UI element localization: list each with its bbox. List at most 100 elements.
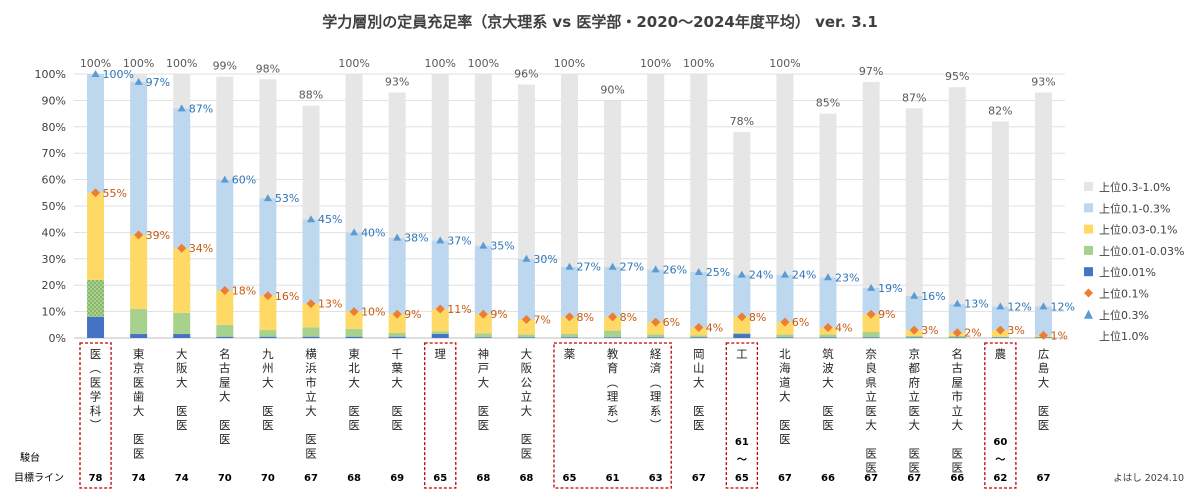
x-axis-label: 医︵医学科︶	[90, 347, 102, 432]
top-0-3-marker	[393, 233, 402, 241]
x-axis-label: 大阪大 医医	[176, 347, 188, 432]
y-tick-label: 70%	[42, 147, 66, 160]
bar-segment	[130, 81, 148, 236]
bar-segment	[259, 198, 277, 296]
bar-segment	[345, 336, 363, 338]
top-0-3-data-label: 16%	[921, 290, 945, 303]
x-axis-label: 教育︵理系︶	[607, 347, 619, 432]
target-line-value: 74	[175, 473, 189, 484]
bar-segment	[173, 108, 191, 249]
legend-swatch	[1084, 224, 1093, 234]
y-tick-label: 80%	[42, 121, 66, 134]
target-line-value: 63	[649, 473, 663, 484]
bar-segment	[87, 316, 105, 338]
range-tilde: 〜	[995, 455, 1005, 466]
top-0-3-data-label: 30%	[533, 253, 557, 266]
legend: 上位0.3-1.0% 上位0.1-0.3% 上位0.03-0.1% 上位0.01-0.…	[1084, 180, 1184, 343]
top-0-1-marker	[866, 309, 876, 319]
range-low-value: 61	[735, 437, 749, 448]
bar-total-label: 88%	[299, 89, 323, 102]
top-0-1-marker	[177, 243, 187, 253]
bar-segment	[862, 331, 880, 338]
x-axis-label: 奈良県立医大 医医	[865, 347, 877, 475]
bar-segment	[776, 337, 794, 338]
bar-segment	[819, 334, 837, 338]
x-axis-label: 工	[736, 347, 748, 361]
bar-total-label: 100%	[769, 57, 800, 70]
top-0-1-marker	[780, 317, 790, 327]
y-tick-label: 0%	[49, 332, 66, 345]
target-line-value: 68	[347, 473, 361, 484]
top-0-3-marker	[651, 265, 660, 273]
x-axis-label: 九州大 医医	[262, 347, 274, 432]
bar-segment	[819, 337, 837, 338]
bar-segment	[345, 232, 363, 312]
bar-segment	[216, 336, 234, 338]
bar-total-label: 100%	[640, 57, 671, 70]
bar-segment	[87, 192, 105, 280]
range-tilde: 〜	[737, 455, 747, 466]
target-line-value: 69	[390, 473, 404, 484]
bar-segment	[991, 337, 1009, 338]
target-line-value: 67	[304, 473, 318, 484]
y-tick-label: 60%	[42, 174, 66, 187]
top-0-3-marker	[565, 262, 574, 270]
top-0-3-data-label: 53%	[275, 192, 299, 205]
bar-segment	[431, 331, 449, 335]
top-0-1-data-label: 4%	[835, 321, 852, 334]
top-0-1-data-label: 8%	[577, 311, 594, 324]
bar-segment	[776, 334, 794, 338]
bars: 100% 100% 100% 99% 98%88%100%93%100% 100%96%1…	[80, 57, 1056, 338]
highlight-box	[424, 342, 457, 489]
top-0-3-marker	[694, 268, 703, 275]
bar-segment	[259, 295, 277, 331]
bar-total-label: 97%	[859, 65, 883, 78]
x-axis-label: 広島大 医医	[1038, 347, 1050, 432]
top-0-1-marker	[134, 230, 144, 240]
bar-segment	[130, 308, 148, 335]
bar-segment	[604, 330, 622, 338]
top-0-1-data-label: 18%	[232, 284, 256, 297]
bar-total-label: 93%	[385, 75, 409, 88]
top-0-3-data-label: 40%	[361, 226, 385, 239]
chart-title: 学力層別の定員充足率（京大理系 vs 医学部・2020〜2024年度平均） ve…	[322, 13, 878, 31]
bar-total-label: 78%	[730, 115, 754, 128]
top-0-1-data-label: 10%	[361, 306, 385, 319]
x-axis-label: 農	[995, 347, 1007, 361]
bar-segment	[948, 337, 966, 338]
legend-swatch	[1084, 267, 1093, 277]
legend-label: 上位1.0%	[1099, 329, 1149, 343]
bar-segment	[733, 332, 751, 335]
bar-total-label: 98%	[256, 62, 280, 75]
bar-segment	[561, 316, 578, 335]
top-0-1-data-label: 1%	[1050, 329, 1067, 342]
bar-segment	[862, 287, 880, 315]
top-0-3-marker	[953, 299, 962, 307]
x-axis-label: 筑波大 医医	[822, 347, 834, 432]
y-tick-label: 40%	[42, 226, 66, 239]
legend-triangle	[1084, 309, 1093, 319]
top-0-3-marker	[177, 104, 186, 112]
legend-swatch	[1084, 203, 1093, 213]
top-0-3-marker	[522, 254, 531, 262]
bar-segment	[259, 330, 277, 337]
x-axis-label: 京都府立医大 医医	[908, 347, 920, 475]
top-0-3-marker	[737, 270, 746, 278]
top-0-1-data-label: 34%	[189, 242, 213, 255]
bar-segment	[991, 306, 1009, 331]
bar-segment	[517, 258, 535, 320]
top-0-1-marker	[909, 325, 919, 335]
legend-swatch	[1084, 245, 1093, 255]
top-0-3-marker	[867, 283, 876, 291]
top-0-3-marker	[910, 291, 919, 299]
top-0-1-data-label: 2%	[964, 327, 981, 340]
bar-total-label: 96%	[514, 68, 538, 81]
legend-label: 上位0.1%	[1099, 287, 1149, 301]
top-0-1-data-label: 6%	[792, 316, 809, 329]
top-0-3-marker	[479, 241, 488, 249]
highlight-box	[725, 342, 759, 489]
bar-segment	[517, 319, 535, 335]
top-0-3-data-label: 87%	[189, 102, 213, 115]
x-axis-label: 理	[434, 347, 446, 361]
